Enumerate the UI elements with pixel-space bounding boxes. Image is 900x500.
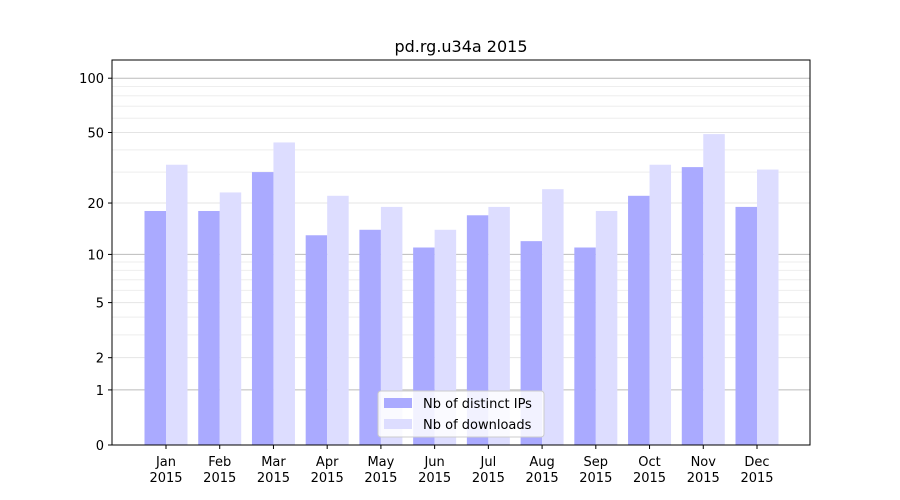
x-tick-label: May 2015 (364, 455, 397, 486)
y-tick-label: 100 (79, 72, 104, 87)
legend-box (377, 390, 545, 438)
x-tick-label: Mar 2015 (257, 455, 290, 486)
x-tick-label: Jan 2015 (149, 455, 182, 486)
bar-distinct-ips (735, 206, 757, 445)
y-tick-label: 1 (96, 384, 104, 399)
bar-distinct-ips (305, 235, 328, 445)
x-tick-label: Apr 2015 (311, 455, 344, 486)
y-tick-label: 10 (87, 248, 104, 263)
bar-distinct-ips (574, 247, 596, 445)
x-tick-label: Oct 2015 (633, 455, 666, 486)
bar-downloads (703, 134, 725, 445)
legend-label: Nb of downloads (423, 418, 532, 433)
x-tick-label: Sep 2015 (579, 455, 612, 486)
bar-distinct-ips (681, 167, 704, 445)
bar-downloads (488, 206, 510, 445)
legend-swatch (384, 419, 412, 429)
y-tick-label: 20 (87, 197, 104, 212)
bar-downloads (273, 142, 295, 445)
bar-distinct-ips (466, 215, 489, 445)
bar-downloads (219, 192, 242, 445)
x-tick-label: Jul 2015 (472, 455, 505, 486)
plot-frame (111, 59, 811, 446)
bar-downloads (757, 169, 779, 445)
legend-label: Nb of distinct IPs (423, 397, 532, 412)
chart-title: pd.rg.u34a 2015 (394, 37, 527, 56)
bar-distinct-ips (144, 210, 166, 445)
y-tick-label: 0 (96, 439, 104, 454)
x-tick-label: Feb 2015 (203, 455, 236, 486)
legend: Nb of distinct IPs Nb of downloads (377, 390, 545, 438)
x-tick-label: Nov 2015 (687, 455, 720, 486)
bar-downloads (649, 164, 672, 445)
bar-distinct-ips (628, 195, 650, 445)
bar-downloads (542, 189, 564, 445)
bar-downloads (327, 195, 349, 445)
bar-downloads (166, 164, 188, 445)
bar-downloads (595, 210, 618, 445)
y-tick-label: 50 (87, 127, 104, 142)
y-tick-label: 5 (96, 297, 104, 312)
bar-distinct-ips (198, 210, 220, 445)
x-tick-label: Jun 2015 (418, 455, 451, 486)
bar-downloads (380, 206, 403, 445)
bar-distinct-ips (251, 172, 274, 445)
x-tick-label: Aug 2015 (526, 455, 559, 486)
legend-swatch (384, 398, 412, 408)
y-tick-label: 2 (96, 352, 104, 367)
bar-distinct-ips (359, 229, 381, 445)
x-tick-label: Dec 2015 (740, 455, 773, 486)
